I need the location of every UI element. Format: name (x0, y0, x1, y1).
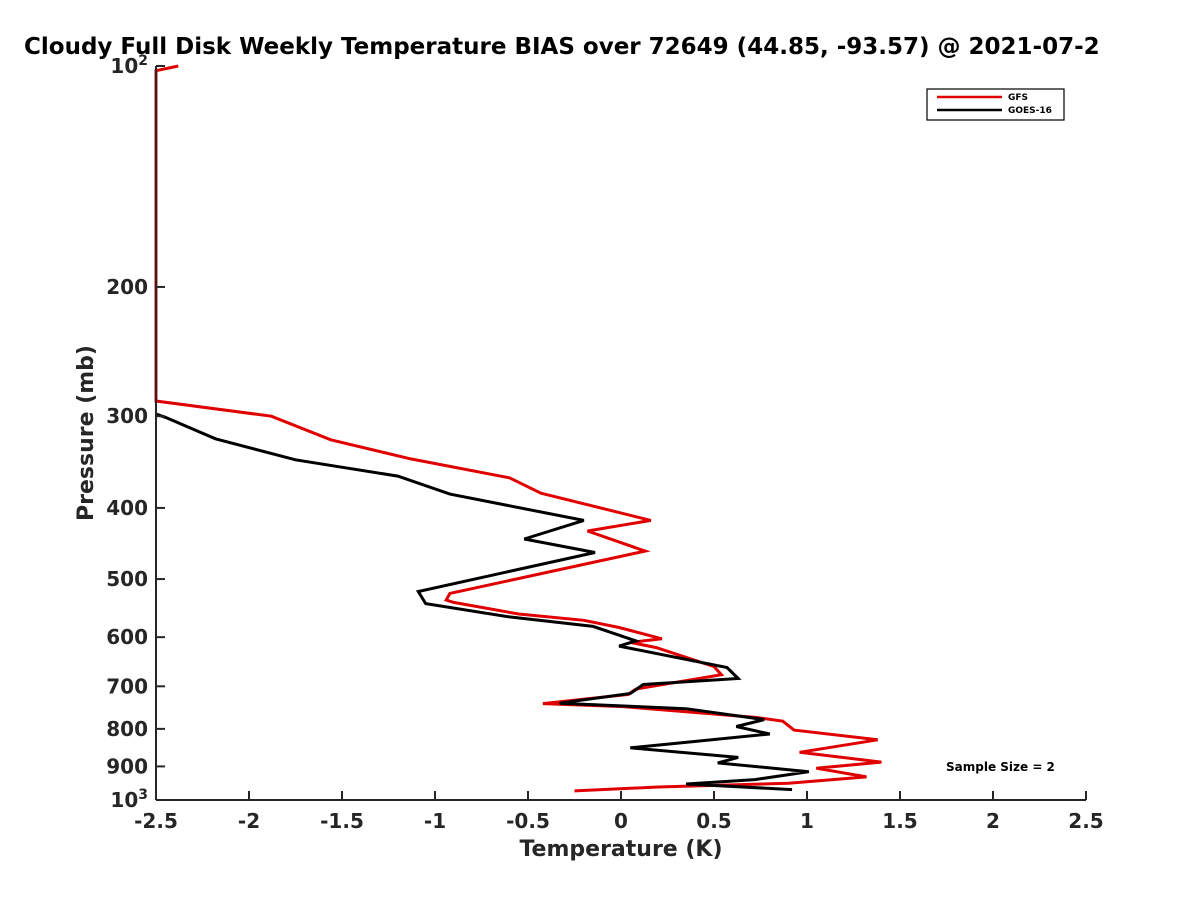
x-tick-label: 2 (986, 809, 1000, 833)
x-tick-label: 0.5 (696, 809, 731, 833)
x-tick-label: 1 (800, 809, 814, 833)
plot-lines (154, 64, 882, 793)
x-tick-label: 0 (614, 809, 628, 833)
x-axis-ticks: -2.5 -2 -1.5 -1 -0.5 0 0.5 1 1.5 2 2.5 (134, 791, 1104, 833)
y-tick-label: 600 (106, 625, 148, 649)
y-tick-label: 700 (106, 674, 148, 698)
x-tick-label: -0.5 (506, 809, 550, 833)
series-line-gfs (154, 64, 882, 793)
y-tick-label-power: 103 (110, 787, 148, 812)
series-line-goes16 (155, 412, 810, 792)
x-tick-label: 2.5 (1068, 809, 1103, 833)
y-tick-label: 300 (106, 404, 148, 428)
y-tick-label-power: 102 (110, 53, 148, 78)
legend-label-gfs: GFS (1008, 93, 1028, 103)
sample-size-annotation: Sample Size = 2 (946, 760, 1055, 774)
legend: GFS GOES-16 (926, 88, 1065, 121)
x-axis-label: Temperature (K) (519, 837, 722, 862)
y-axis-ticks: 200 300 400 500 600 700 800 900 102 103 (106, 53, 165, 812)
x-tick-label: 1.5 (882, 809, 917, 833)
y-axis-label: Pressure (mb) (74, 345, 99, 521)
y-tick-label: 900 (106, 754, 148, 778)
chart-title: Cloudy Full Disk Weekly Temperature BIAS… (24, 34, 1100, 60)
y-tick-label: 400 (106, 496, 148, 520)
x-tick-label: -1.5 (320, 809, 364, 833)
legend-label-goes16: GOES-16 (1008, 106, 1052, 116)
x-tick-label: -1 (424, 809, 446, 833)
x-tick-label: -2 (238, 809, 260, 833)
y-tick-label: 500 (106, 567, 148, 591)
legend-box (926, 88, 1065, 121)
y-tick-label: 200 (106, 275, 148, 299)
y-tick-label: 800 (106, 717, 148, 741)
x-tick-label: -2.5 (134, 809, 178, 833)
